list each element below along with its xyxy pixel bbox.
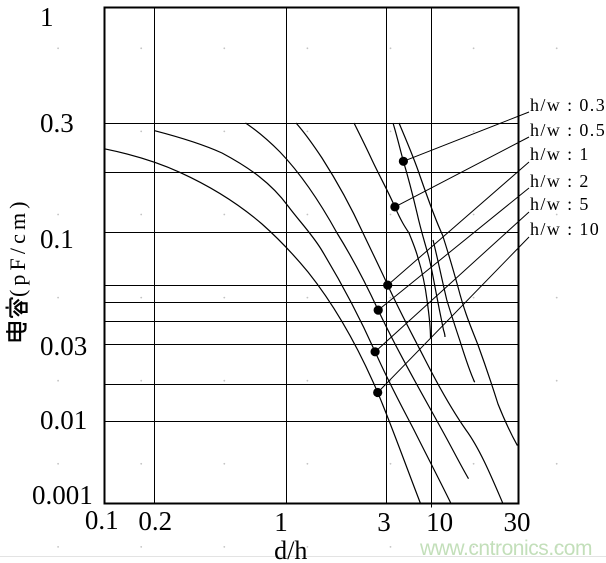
svg-text:h/w : 0.5: h/w : 0.5 xyxy=(530,120,606,140)
svg-text:0.01: 0.01 xyxy=(40,405,87,435)
svg-text:1: 1 xyxy=(40,2,54,32)
svg-text:h/w : 5: h/w : 5 xyxy=(530,194,590,214)
svg-text:0.03: 0.03 xyxy=(40,331,87,361)
svg-text:0.1: 0.1 xyxy=(85,505,119,535)
svg-text:h/w : 1: h/w : 1 xyxy=(530,144,590,164)
svg-text:www.cntronics.com: www.cntronics.com xyxy=(419,537,592,560)
svg-text:h/w : 2: h/w : 2 xyxy=(530,171,590,191)
svg-text:1: 1 xyxy=(274,507,288,537)
svg-text:3: 3 xyxy=(377,507,391,537)
svg-text:30: 30 xyxy=(504,507,531,537)
svg-text:0.2: 0.2 xyxy=(138,506,172,536)
svg-text:0.001: 0.001 xyxy=(32,480,93,510)
svg-text:(pF/cm): (pF/cm) xyxy=(5,197,30,297)
svg-text:d/h: d/h xyxy=(274,536,307,563)
svg-text:h/w : 10: h/w : 10 xyxy=(530,219,600,239)
svg-text:0.3: 0.3 xyxy=(40,108,74,138)
svg-text:10: 10 xyxy=(426,507,453,537)
svg-text:0.1: 0.1 xyxy=(40,224,74,254)
svg-text:h/w : 0.3: h/w : 0.3 xyxy=(530,95,606,115)
